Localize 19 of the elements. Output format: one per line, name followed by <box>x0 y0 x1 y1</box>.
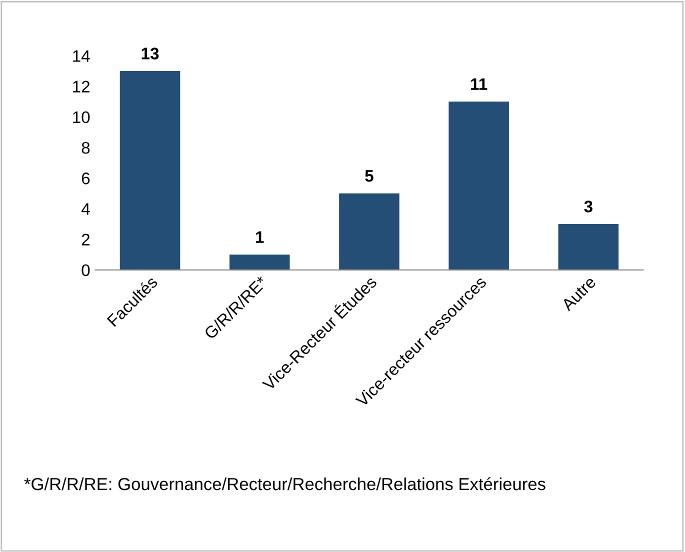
y-tick-label: 2 <box>82 234 90 246</box>
y-tick-label: 0 <box>82 264 90 276</box>
y-tick-label: 4 <box>81 203 90 215</box>
y-tick-label: 12 <box>73 80 90 92</box>
data-label: 5 <box>365 170 374 182</box>
bar <box>448 102 509 270</box>
bar <box>120 71 180 270</box>
y-tick-label: 14 <box>73 50 90 62</box>
bar <box>229 254 290 270</box>
y-tick-label: 8 <box>82 142 90 154</box>
data-label: 11 <box>471 78 488 90</box>
data-label: 1 <box>256 231 264 243</box>
bar <box>558 224 619 270</box>
data-label: 3 <box>584 200 592 212</box>
data-label: 13 <box>142 48 159 60</box>
text: *G/R/R/RE: Gouvernance/Recteur/Recherche/Relations Extérieures <box>24 477 546 490</box>
bar <box>339 193 400 270</box>
y-tick-label: 10 <box>73 111 90 124</box>
y-tick-label: 6 <box>82 172 90 184</box>
